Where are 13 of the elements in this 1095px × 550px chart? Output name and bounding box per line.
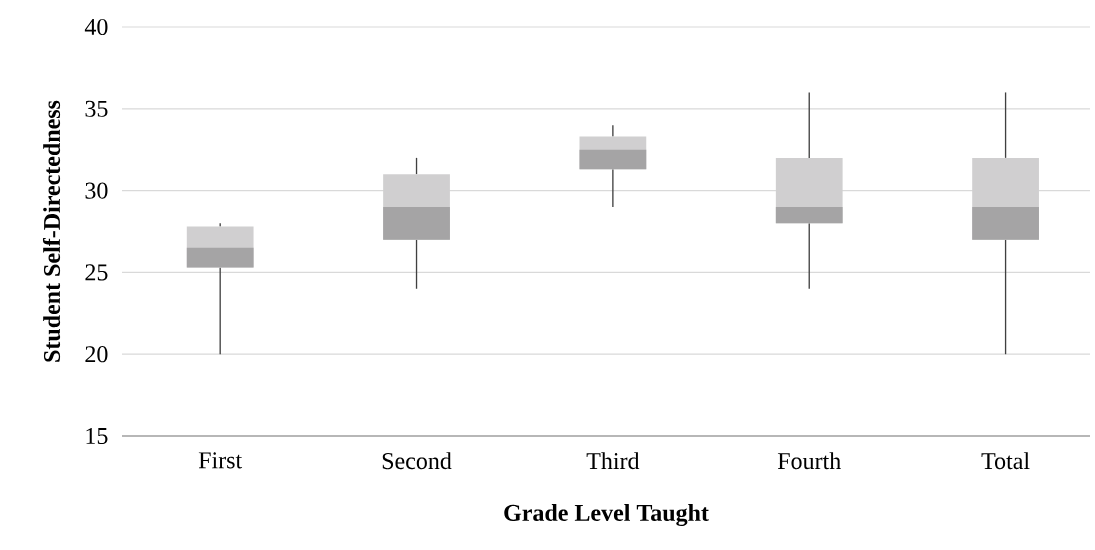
x-tick-label: Second bbox=[382, 452, 452, 470]
y-tick-label: 20 bbox=[85, 346, 108, 363]
x-tick-label: Total bbox=[981, 452, 1030, 470]
x-tick-label: Fourth bbox=[777, 452, 841, 470]
x-tick-label: Third bbox=[586, 452, 640, 470]
y-tick-label: 40 bbox=[84, 18, 108, 36]
x-tick-label: First bbox=[198, 452, 243, 469]
y-axis-title: Student Self-Directedness bbox=[42, 100, 61, 362]
y-tick-label: 35 bbox=[85, 100, 108, 117]
y-tick-label: 15 bbox=[86, 427, 108, 445]
y-tick-label: 25 bbox=[85, 264, 108, 281]
x-axis-title: Grade Level Taught bbox=[504, 504, 709, 527]
y-tick-label: 30 bbox=[85, 182, 108, 199]
